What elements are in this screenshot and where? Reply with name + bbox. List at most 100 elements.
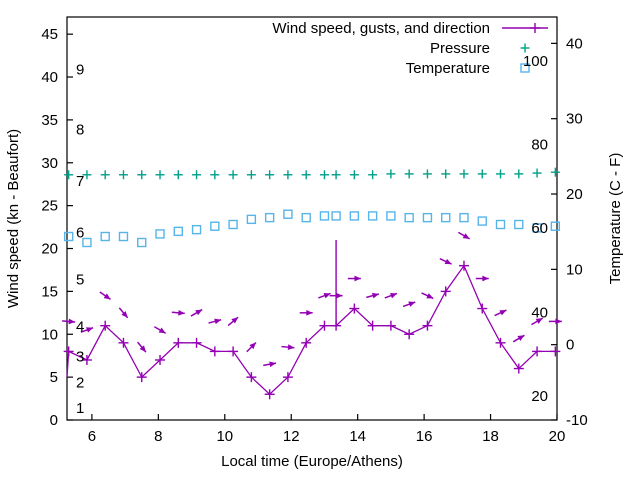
- wind-speed-point: [228, 346, 239, 357]
- legend-label: Pressure: [430, 40, 490, 57]
- wind-speed-point: [550, 346, 561, 357]
- pressure-point: [368, 170, 378, 180]
- arrow-head: [158, 327, 166, 334]
- wind-direction-arrow: [299, 309, 313, 316]
- wind-speed-point: [532, 346, 543, 357]
- temperature-point: [246, 214, 257, 225]
- arrow-head: [499, 310, 507, 316]
- pressure-point: [100, 170, 110, 180]
- pressure-point: [210, 170, 220, 180]
- wind-direction-arrows: [62, 231, 562, 368]
- y2-tick-label: 0: [566, 337, 574, 354]
- arrow-head: [462, 233, 470, 239]
- arrow-head: [323, 292, 331, 299]
- temperature-point: [63, 231, 74, 242]
- wind-direction-arrow: [329, 292, 343, 299]
- wind-speed-line: [68, 264, 556, 396]
- temperature-point: [495, 219, 506, 230]
- wind-direction-arrow: [421, 292, 434, 300]
- temperature-point: [441, 212, 451, 223]
- wind-speed-point: [495, 337, 506, 348]
- wind-speed-point: [319, 320, 330, 331]
- temperature-point: [386, 211, 396, 221]
- temperature-point: [82, 237, 92, 248]
- temperature-point: [367, 211, 378, 221]
- arrow-head: [249, 342, 256, 350]
- wind-direction-arrow: [136, 341, 147, 353]
- wind-speed-point: [422, 320, 433, 331]
- legend-layer: Wind speed, gusts, and direction Pressure…: [272, 20, 548, 77]
- wind-direction-arrow: [154, 326, 167, 334]
- wind-direction-arrow: [80, 327, 94, 333]
- legend-marker: [520, 63, 530, 73]
- wind-direction-arrow: [118, 307, 129, 319]
- pressure-point: [118, 170, 128, 180]
- arrow-head: [214, 318, 222, 325]
- pressure-point: [459, 169, 469, 179]
- y2-tick-label: 10: [566, 261, 583, 278]
- wind-speed-point: [118, 337, 129, 348]
- wind-direction-arrow: [208, 318, 222, 325]
- fahrenheit-label: 60: [531, 220, 548, 237]
- arrow-head: [482, 275, 489, 282]
- legend-entry: Temperature: [406, 60, 530, 77]
- wind-speed-point: [349, 303, 360, 314]
- beaufort-label: 2: [76, 374, 84, 391]
- y-tick-label: 5: [50, 369, 58, 386]
- y-tick-label: 0: [50, 412, 58, 429]
- x-tick-label: 6: [88, 428, 96, 445]
- legend-label: Wind speed, gusts, and direction: [272, 20, 490, 37]
- wind-direction-arrow: [494, 309, 507, 317]
- temperature-point: [228, 219, 238, 230]
- arrow-head: [195, 309, 203, 316]
- wind-direction-arrow: [439, 257, 452, 265]
- pressure-point: [173, 170, 183, 180]
- wind-speed-point: [264, 389, 275, 400]
- temperature-point: [191, 224, 202, 235]
- wind-speed-point: [209, 346, 220, 357]
- temperature-point: [477, 216, 487, 226]
- temperature-point: [319, 211, 330, 221]
- temperature-point: [137, 237, 147, 248]
- y-tick-label: 30: [41, 155, 58, 172]
- wind-speed-point: [404, 329, 415, 340]
- arrow-head: [444, 258, 452, 265]
- y-tick-label: 15: [41, 283, 58, 300]
- beaufort-label: 3: [76, 349, 84, 366]
- legend-marker: [530, 23, 540, 33]
- pressure-point: [301, 170, 311, 180]
- wind-speed-point: [81, 354, 92, 365]
- beaufort-label: 4: [76, 319, 84, 336]
- wind-direction-arrow: [281, 344, 295, 350]
- wind-direction-arrow: [171, 309, 185, 316]
- wind-direction-arrow: [62, 318, 76, 325]
- arrow-head: [426, 293, 434, 299]
- temperature-point: [173, 226, 183, 237]
- arrow-head: [306, 309, 313, 316]
- pressure-point: [386, 169, 396, 179]
- wind-direction-arrow: [366, 292, 380, 299]
- fahrenheit-label: 100: [523, 53, 548, 70]
- x-axis-title: Local time (Europe/Athens): [221, 453, 403, 470]
- arrow-head: [287, 344, 295, 350]
- arrow-head: [408, 301, 416, 307]
- pressure-point: [550, 167, 560, 177]
- wind-speed-point: [282, 372, 293, 383]
- wind-direction-arrow: [548, 318, 562, 325]
- wind-speed-point: [301, 337, 312, 348]
- x-tick-label: 14: [349, 428, 366, 445]
- wind-direction-arrow: [402, 301, 416, 308]
- wind-speed-point: [246, 372, 257, 383]
- temperature-point: [100, 231, 110, 242]
- pressure-point: [422, 169, 432, 179]
- temperature-point: [459, 212, 469, 223]
- arrow-head: [68, 318, 76, 325]
- wind-direction-arrow: [475, 275, 489, 282]
- wind-direction-arrow: [263, 361, 277, 368]
- wind-speed-point: [385, 320, 396, 331]
- wind-speed-point: [440, 286, 451, 297]
- y-tick-label: 35: [41, 112, 58, 129]
- wind-direction-arrow: [246, 342, 257, 353]
- wind-direction-arrow: [190, 308, 203, 317]
